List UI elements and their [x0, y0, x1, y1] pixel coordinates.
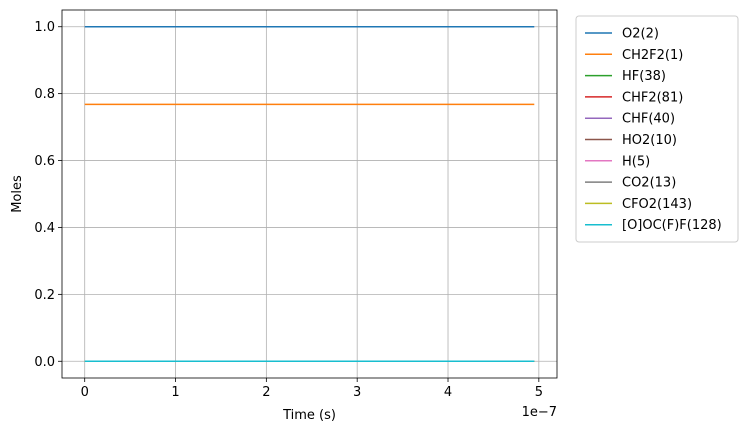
grid [62, 10, 557, 378]
x-tick-label: 5 [535, 385, 543, 400]
legend-box [575, 15, 739, 243]
x-axis: 0 1 2 3 4 5 [81, 378, 543, 400]
x-tick-label: 4 [444, 385, 452, 400]
legend-label: CFO2(143) [622, 197, 692, 212]
y-tick-label: 0.2 [34, 288, 55, 303]
y-tick-label: 0.4 [34, 221, 55, 236]
x-axis-label: Time (s) [282, 408, 336, 423]
y-axis: 0.0 0.2 0.4 0.6 0.8 1.0 [34, 20, 62, 370]
legend-label: CO2(13) [622, 176, 676, 191]
legend-label: O2(2) [622, 27, 659, 42]
x-tick-label: 2 [262, 385, 270, 400]
legend-label: CHF(40) [622, 112, 675, 127]
legend-label: CH2F2(1) [622, 48, 683, 63]
legend-label: H(5) [622, 154, 650, 169]
legend-label: HO2(10) [622, 133, 677, 148]
y-tick-label: 0.8 [34, 87, 55, 102]
x-tick-label: 1 [171, 385, 179, 400]
y-tick-label: 0.0 [34, 355, 55, 370]
y-tick-label: 1.0 [34, 20, 55, 35]
y-axis-label: Moles [10, 175, 25, 213]
legend-label: [O]OC(F)F(128) [622, 218, 722, 233]
legend: O2(2) CH2F2(1) HF(38) CHF2(81) CHF(40) HO2(10… [575, 15, 739, 243]
legend-label: CHF2(81) [622, 90, 683, 105]
x-tick-label: 3 [353, 385, 361, 400]
plot-frame [61, 9, 558, 379]
x-tick-label: 0 [81, 385, 89, 400]
series-lines [84, 25, 535, 363]
y-tick-label: 0.6 [34, 154, 55, 169]
legend-label: HF(38) [622, 69, 666, 84]
x-axis-offset-label: 1e−7 [522, 405, 557, 420]
